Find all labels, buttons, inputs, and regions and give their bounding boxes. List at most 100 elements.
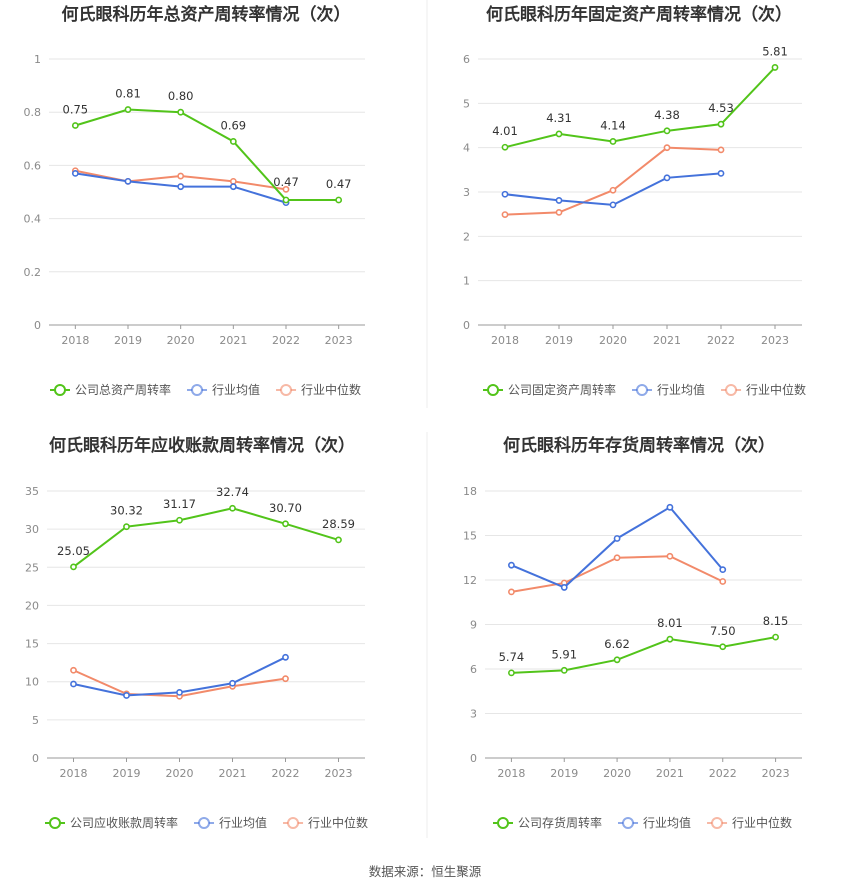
data-label: 7.50 <box>710 624 736 638</box>
data-point-company <box>71 122 79 129</box>
x-tick-label: 2023 <box>762 767 790 780</box>
data-label: 4.38 <box>654 108 680 122</box>
legend-marker-avg <box>636 384 649 396</box>
data-label: 0.47 <box>326 177 352 191</box>
chart-panel-2: 何氏眼科历年固定资产周转率情况（次） 0 1 2 3 4 5 6 2018 2019 2020 202… <box>463 4 806 397</box>
data-label: 8.01 <box>657 616 683 630</box>
data-point-avg <box>124 177 132 185</box>
data-point-median <box>666 552 674 560</box>
data-point-median <box>719 578 727 585</box>
y-tick-label: 0.4 <box>24 213 42 226</box>
y-tick-label: 1 <box>463 275 470 288</box>
legend-label-company: 公司存货周转率 <box>518 815 602 830</box>
data-point-company <box>771 64 779 71</box>
legend-marker-avg <box>191 384 204 396</box>
legend-marker-median <box>725 384 738 396</box>
y-tick-label: 0.6 <box>24 159 42 172</box>
data-point-company <box>609 138 617 145</box>
data-label: 0.81 <box>115 87 141 101</box>
data-label: 4.31 <box>546 111 572 125</box>
data-label: 6.62 <box>604 637 630 651</box>
data-point-company <box>508 669 515 677</box>
series-line-median <box>511 555 724 593</box>
chart-panel-3: 何氏眼科历年应收账款周转率情况（次） 0 5 10 15 20 25 30 35 2018 2019… <box>25 435 368 830</box>
data-point-median <box>609 186 617 194</box>
legend-marker-median <box>287 817 300 829</box>
data-point-company <box>70 563 77 571</box>
x-tick-label: 2023 <box>325 767 353 780</box>
x-tick-label: 2018 <box>61 334 89 347</box>
y-tick-label: 0.2 <box>24 266 42 279</box>
y-tick-label: 35 <box>25 485 39 498</box>
legend-label-company: 公司应收账款周转率 <box>70 815 178 830</box>
legend-marker-company <box>487 384 499 396</box>
y-tick-label: 15 <box>463 530 477 543</box>
data-point-company <box>501 143 509 151</box>
x-tick-label: 2022 <box>272 334 300 347</box>
y-tick-label: 0.8 <box>24 106 42 119</box>
legend-marker-median <box>280 384 293 396</box>
data-point-avg <box>123 692 130 699</box>
x-tick-label: 2019 <box>550 767 578 780</box>
data-label: 31.17 <box>163 497 196 511</box>
data-label: 32.74 <box>216 485 249 499</box>
y-tick-label: 1 <box>34 53 41 66</box>
data-point-avg <box>501 190 509 198</box>
data-point-avg <box>508 561 515 569</box>
data-label: 0.80 <box>168 89 194 103</box>
y-tick-label: 18 <box>463 485 477 498</box>
x-tick-label: 2018 <box>491 334 519 347</box>
data-point-median <box>70 666 77 674</box>
y-tick-label: 5 <box>463 97 470 110</box>
data-label: 4.53 <box>708 101 734 115</box>
data-point-median <box>555 208 563 216</box>
x-tick-label: 2019 <box>114 334 142 347</box>
legend-label-median: 行业中位数 <box>746 382 806 397</box>
data-point-company <box>719 643 727 651</box>
legend-label-avg: 行业均值 <box>212 382 260 397</box>
y-tick-label: 20 <box>25 599 39 612</box>
data-point-avg <box>560 584 568 591</box>
y-tick-label: 3 <box>470 708 477 721</box>
chart-title: 何氏眼科历年应收账款周转率情况（次） <box>49 435 355 456</box>
y-tick-label: 0 <box>34 319 41 332</box>
data-label: 5.81 <box>762 44 788 58</box>
y-tick-label: 15 <box>25 638 39 651</box>
data-point-avg <box>717 169 725 177</box>
data-point-avg <box>719 566 727 574</box>
data-point-avg <box>663 174 671 182</box>
data-point-avg <box>229 183 237 191</box>
legend-marker-company <box>49 817 61 829</box>
x-tick-label: 2022 <box>709 767 737 780</box>
data-point-company <box>555 130 563 138</box>
legend-marker-avg <box>198 817 211 829</box>
data-label: 4.14 <box>600 118 626 132</box>
data-point-company <box>666 635 674 643</box>
y-tick-label: 0 <box>463 319 470 332</box>
data-point-median <box>282 185 290 193</box>
data-point-company <box>176 516 183 524</box>
data-point-avg <box>71 169 79 177</box>
data-point-company <box>123 523 130 531</box>
data-label: 30.70 <box>269 501 302 515</box>
data-point-avg <box>609 201 617 209</box>
y-tick-label: 3 <box>463 186 470 199</box>
data-label: 25.05 <box>57 544 90 558</box>
data-label: 5.74 <box>499 650 525 664</box>
data-label: 8.15 <box>763 614 789 628</box>
data-point-company <box>335 536 342 544</box>
data-point-company <box>124 106 132 113</box>
x-tick-label: 2019 <box>113 767 141 780</box>
y-tick-label: 30 <box>25 523 39 536</box>
data-label: 30.32 <box>110 504 143 518</box>
data-point-avg <box>613 535 621 542</box>
y-tick-label: 0 <box>32 752 39 765</box>
data-point-company <box>663 127 671 135</box>
y-tick-label: 0 <box>470 752 477 765</box>
data-point-company <box>613 656 621 664</box>
x-tick-label: 2021 <box>653 334 681 347</box>
series-line-company <box>72 507 339 568</box>
data-point-median <box>501 211 509 219</box>
